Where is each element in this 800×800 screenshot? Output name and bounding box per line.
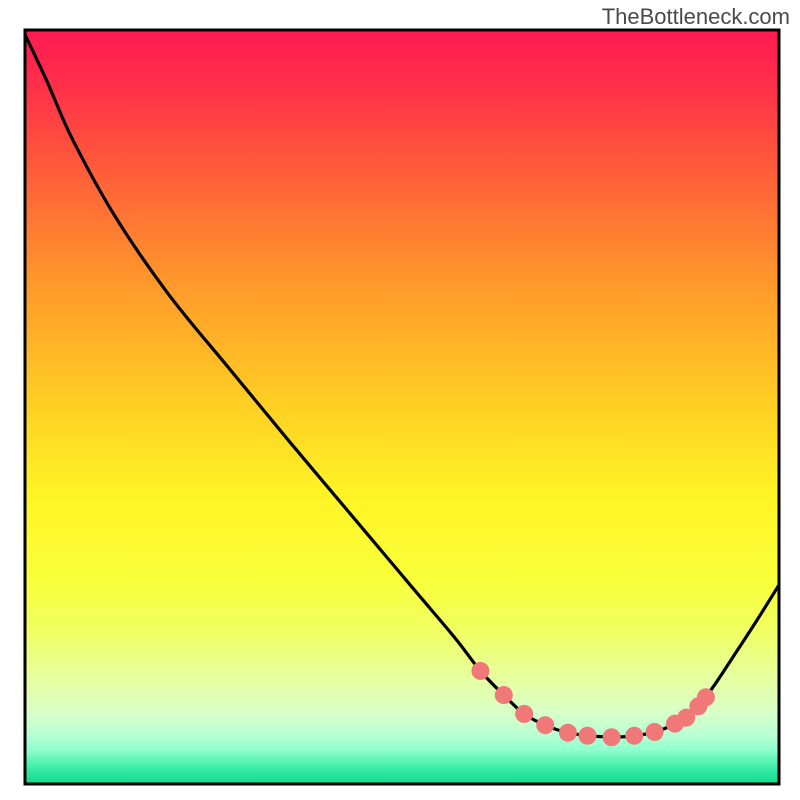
- gradient-background: [25, 30, 779, 784]
- curve-marker: [697, 688, 715, 706]
- curve-marker: [536, 716, 554, 734]
- curve-marker: [515, 705, 533, 723]
- curve-marker: [603, 728, 621, 746]
- curve-marker: [578, 727, 596, 745]
- curve-marker: [495, 686, 513, 704]
- curve-marker: [471, 662, 489, 680]
- bottleneck-chart: [0, 0, 800, 800]
- curve-marker: [625, 727, 643, 745]
- curve-marker: [646, 723, 664, 741]
- watermark-text: TheBottleneck.com: [602, 4, 790, 30]
- plot-area: [25, 30, 779, 784]
- curve-marker: [559, 724, 577, 742]
